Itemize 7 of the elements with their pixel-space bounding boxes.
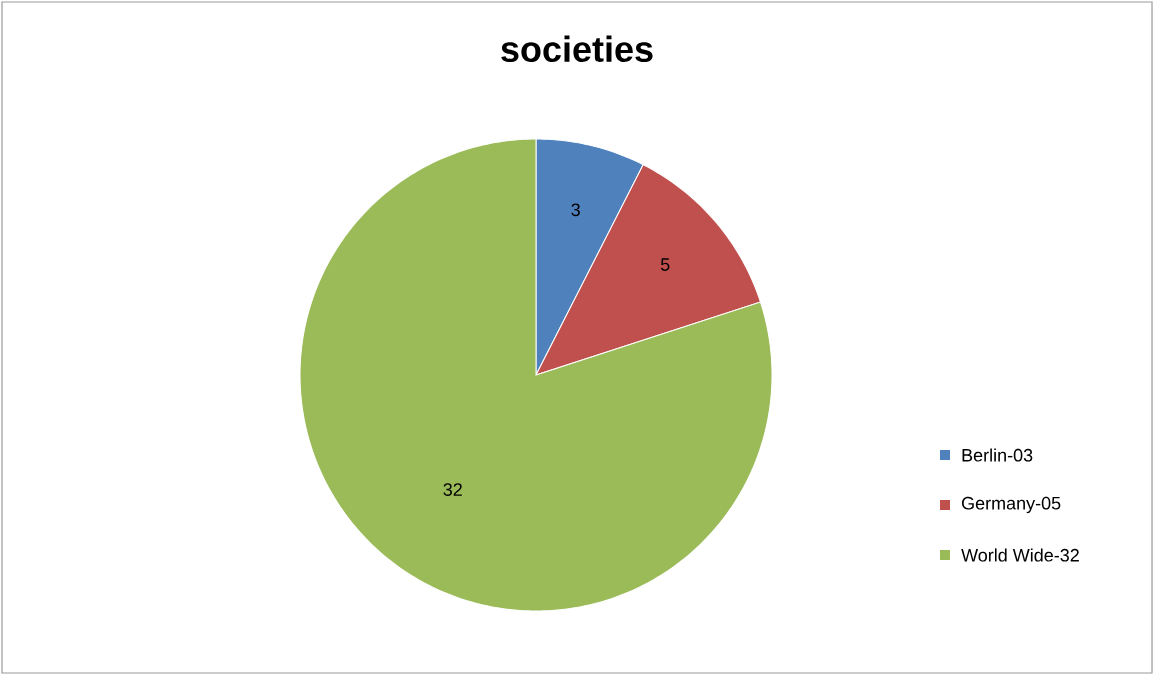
data-label: 32	[443, 483, 462, 496]
data-label: 3	[571, 203, 580, 217]
chart-title: societies	[501, 35, 653, 62]
data-label: 5	[660, 258, 670, 271]
legend-label: World Wide-32	[961, 548, 1079, 562]
legend-label: Germany-05	[961, 496, 1061, 514]
legend-label: Berlin-03	[962, 448, 1033, 462]
